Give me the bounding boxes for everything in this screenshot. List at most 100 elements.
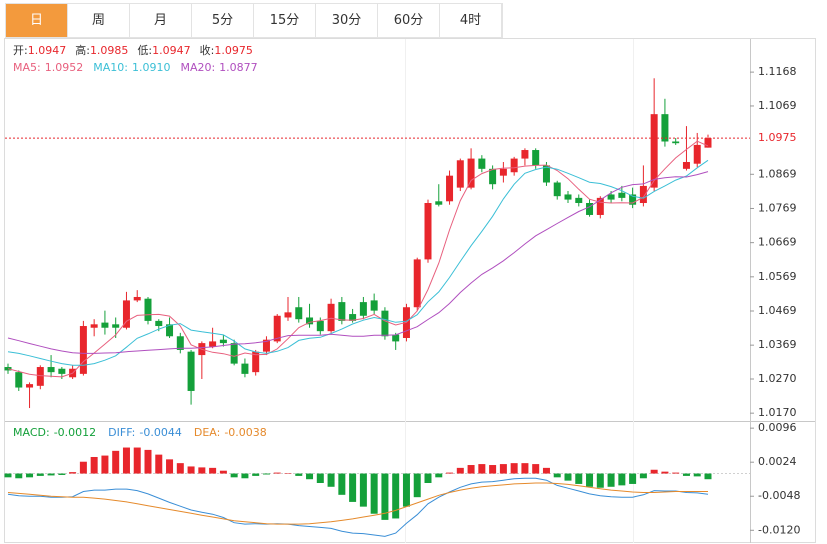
period-tab[interactable]: 月: [130, 4, 192, 37]
legend-text: MA5:: [13, 61, 41, 74]
macd-bar: [176, 463, 184, 474]
candle-body: [682, 161, 690, 169]
macd-bar: [219, 470, 227, 474]
macd-bar: [402, 473, 410, 507]
macd-bar: [435, 473, 443, 478]
macd-bar: [316, 473, 324, 483]
macd-bar: [306, 473, 314, 480]
y-tick-label: -0.0048: [758, 489, 800, 502]
macd-bar: [338, 473, 346, 495]
candle-body: [704, 138, 712, 148]
candle-body: [112, 324, 120, 328]
candle-body: [284, 312, 292, 318]
candle-body: [176, 336, 184, 350]
candle-body: [306, 317, 314, 325]
macd-bar: [532, 464, 540, 474]
macd-bar: [90, 456, 98, 474]
y-tick-label: 1.0369: [758, 338, 797, 351]
legend-text: 1.0947: [152, 44, 191, 57]
candle-body: [359, 302, 367, 316]
y-tick-label: 1.0270: [758, 372, 797, 385]
candle-body: [262, 339, 270, 352]
candle-body: [521, 150, 529, 159]
candle-body: [553, 182, 561, 197]
candle-body: [370, 300, 378, 311]
candle-body: [586, 203, 594, 215]
candle-body: [36, 367, 44, 386]
y-tick-label: 1.1069: [758, 99, 797, 112]
candle-body: [532, 150, 540, 166]
candle-body: [316, 320, 324, 332]
candle-body: [349, 314, 357, 321]
candle-body: [564, 194, 572, 200]
y-tick-label: 1.1168: [758, 65, 797, 78]
y-tick-label: 1.0769: [758, 201, 797, 214]
candle-body: [618, 192, 626, 198]
macd-bar: [607, 473, 615, 487]
candle-body: [392, 334, 400, 342]
macd-bar: [36, 473, 44, 476]
period-tab[interactable]: 60分: [378, 4, 440, 37]
candle-body: [241, 363, 249, 374]
y-tick-label: 1.0569: [758, 270, 797, 283]
ma-line: [7, 140, 709, 378]
macd-bar: [586, 473, 594, 487]
candle-body: [15, 372, 23, 388]
y-tick-label: 1.0669: [758, 236, 797, 249]
frame: [4, 38, 816, 543]
macd-bar: [349, 473, 357, 502]
period-tabs: 日周月 5分 15分 30分 60分 4时: [5, 3, 503, 38]
candle-body: [144, 298, 152, 321]
candle-body: [446, 175, 454, 202]
candle-body: [596, 197, 604, 215]
candle-body: [413, 259, 421, 308]
macd-bar: [596, 473, 604, 488]
candle-body: [499, 168, 507, 176]
macd-bar: [15, 473, 23, 479]
candle-body: [381, 310, 389, 337]
period-tab[interactable]: 30分: [316, 4, 378, 37]
period-tab[interactable]: 4时: [440, 4, 502, 37]
period-tab[interactable]: 15分: [254, 4, 316, 37]
macd-bar: [672, 472, 680, 474]
candle-body: [58, 368, 66, 374]
candle-body: [467, 158, 475, 188]
candle-body: [338, 302, 346, 321]
period-tab[interactable]: 周: [68, 4, 130, 37]
macd-bar: [564, 473, 572, 481]
candle-body: [693, 144, 701, 164]
macd-bar: [618, 473, 626, 486]
y-tick-label: 1.0469: [758, 304, 797, 317]
candle-body: [187, 351, 195, 391]
macd-bar: [650, 469, 658, 474]
macd-bar: [144, 449, 152, 474]
macd-bar: [4, 473, 12, 478]
legend-text: 1.0952: [45, 61, 84, 74]
macd-bar: [69, 472, 77, 474]
macd-bar: [47, 473, 55, 476]
macd-bar: [446, 472, 454, 474]
candle-body: [26, 384, 34, 388]
macd-bar: [521, 463, 529, 474]
macd-bar: [26, 473, 34, 478]
candle-body: [478, 158, 486, 169]
macd-bar: [187, 466, 195, 474]
ma-line: [7, 171, 709, 354]
period-tab[interactable]: 5分: [192, 4, 254, 37]
macd-bar: [252, 473, 260, 476]
macd-bar: [424, 473, 432, 483]
macd-bar: [112, 450, 120, 474]
candle-body: [639, 185, 647, 204]
macd-bar: [392, 473, 400, 519]
macd-bar: [467, 465, 475, 474]
legend-text: 收:: [200, 43, 215, 57]
macd-bar: [241, 473, 249, 479]
period-tab[interactable]: 日: [6, 4, 68, 37]
macd-bar: [273, 472, 281, 474]
macd-bar: [381, 473, 389, 520]
legend-text: DEA:: [194, 426, 220, 439]
last-price-label: 1.0975: [758, 131, 797, 144]
legend-text: 1.0985: [90, 44, 129, 57]
